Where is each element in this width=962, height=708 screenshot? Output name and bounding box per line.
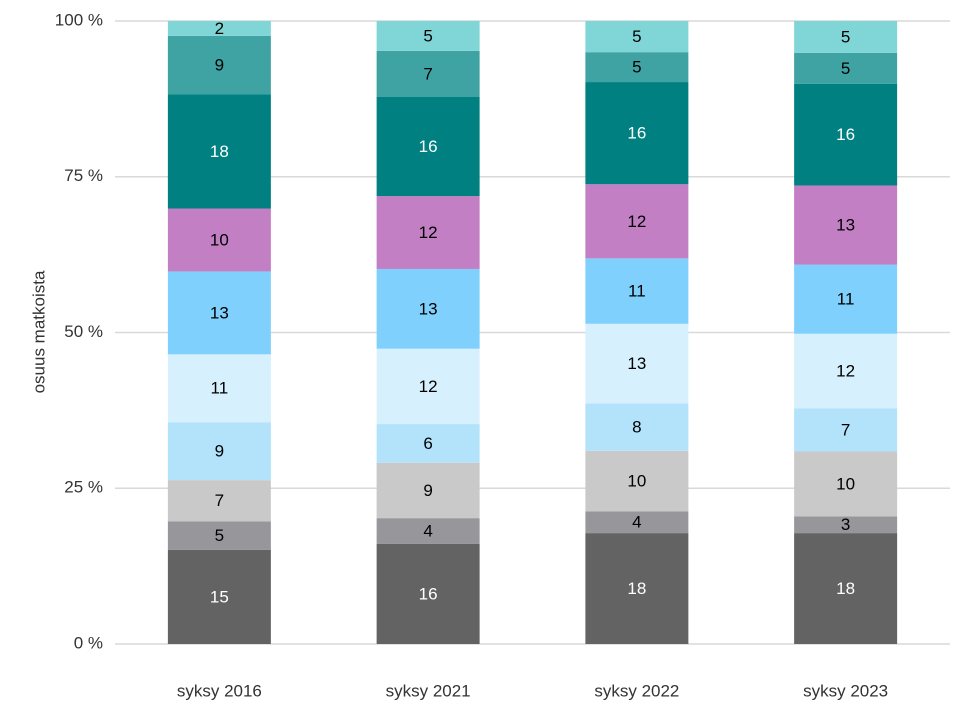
y-tick-label: 50 %	[64, 322, 103, 341]
bar-segment	[167, 21, 271, 36]
data-label: 12	[419, 223, 438, 242]
x-tick-label: syksy 2023	[803, 681, 888, 700]
bar-segment	[794, 83, 898, 186]
bar-segment	[794, 52, 898, 84]
data-label: 5	[632, 58, 641, 77]
data-label: 11	[837, 290, 855, 309]
data-label: 18	[210, 142, 229, 161]
data-label: 4	[423, 521, 432, 540]
bar-segment	[167, 480, 271, 522]
data-label: 13	[627, 354, 646, 373]
data-label: 18	[627, 579, 646, 598]
bar-segment	[376, 462, 480, 519]
bar-segment	[794, 21, 898, 53]
data-label: 18	[836, 579, 855, 598]
bar-segment	[167, 208, 271, 272]
data-label: 5	[423, 26, 432, 45]
x-tick-label: syksy 2016	[177, 681, 262, 700]
data-label: 16	[419, 137, 438, 156]
y-tick-label: 100 %	[55, 10, 103, 29]
bar-segment	[585, 52, 689, 83]
bar-segment	[376, 97, 480, 197]
bar-segment	[794, 408, 898, 452]
data-label: 6	[423, 434, 432, 453]
bar-segment	[585, 533, 689, 644]
data-label: 16	[836, 125, 855, 144]
data-label: 12	[627, 212, 646, 231]
data-label: 11	[211, 379, 229, 398]
y-tick-label: 25 %	[64, 478, 103, 497]
data-label: 13	[419, 299, 438, 318]
data-label: 3	[841, 515, 850, 534]
data-label: 10	[210, 230, 229, 249]
data-label: 8	[632, 418, 641, 437]
bar-segment	[376, 196, 480, 269]
data-label: 11	[628, 282, 646, 301]
data-label: 5	[215, 526, 224, 545]
bar-segment	[794, 516, 898, 534]
data-label: 5	[841, 27, 850, 46]
bar-segment	[585, 511, 689, 534]
data-label: 10	[836, 474, 855, 493]
data-label: 5	[632, 27, 641, 46]
bar-segment	[167, 354, 271, 423]
bar-segment	[167, 521, 271, 550]
data-label: 9	[215, 442, 224, 461]
data-label: 7	[841, 420, 850, 439]
bar-segment	[794, 451, 898, 517]
bar-segment	[376, 424, 480, 463]
x-tick-label: syksy 2021	[386, 681, 471, 700]
y-tick-label: 75 %	[64, 166, 103, 185]
y-tick-label: 0 %	[74, 633, 103, 652]
y-axis-label: osuus matkoista	[29, 270, 48, 393]
bar-segment	[585, 323, 689, 404]
bar-segment	[376, 21, 480, 51]
data-label: 13	[210, 303, 229, 322]
bar-segment	[376, 268, 480, 349]
data-label: 5	[841, 59, 850, 78]
bar-segment	[585, 450, 689, 512]
data-label: 7	[423, 64, 432, 83]
bar-segment	[585, 403, 689, 451]
data-label: 10	[627, 472, 646, 491]
bar-segment	[794, 533, 898, 644]
bar-segment	[376, 50, 480, 98]
bar-segment	[585, 184, 689, 259]
bar-segment	[794, 264, 898, 334]
data-label: 9	[423, 481, 432, 500]
bar-segment	[794, 185, 898, 265]
data-label: 12	[836, 362, 855, 381]
bar-segment	[167, 422, 271, 481]
data-label: 4	[632, 513, 641, 532]
bar-segment	[585, 21, 689, 53]
data-label: 2	[215, 19, 224, 38]
data-label: 16	[627, 124, 646, 143]
bar-segment	[376, 543, 480, 644]
data-label: 15	[210, 587, 229, 606]
bar-segment	[794, 333, 898, 409]
bar-segment	[585, 82, 689, 185]
x-tick-label: syksy 2022	[594, 681, 679, 700]
bar-segment	[376, 348, 480, 425]
data-label: 9	[215, 56, 224, 75]
bar-segment	[167, 94, 271, 209]
data-label: 13	[836, 216, 855, 235]
bar-segment	[167, 271, 271, 355]
data-label: 16	[419, 584, 438, 603]
bar-segment	[167, 549, 271, 644]
bar-segment	[167, 35, 271, 95]
bar-segment	[376, 518, 480, 544]
data-label: 12	[419, 377, 438, 396]
data-label: 7	[215, 491, 224, 510]
bar-segment	[585, 258, 689, 324]
